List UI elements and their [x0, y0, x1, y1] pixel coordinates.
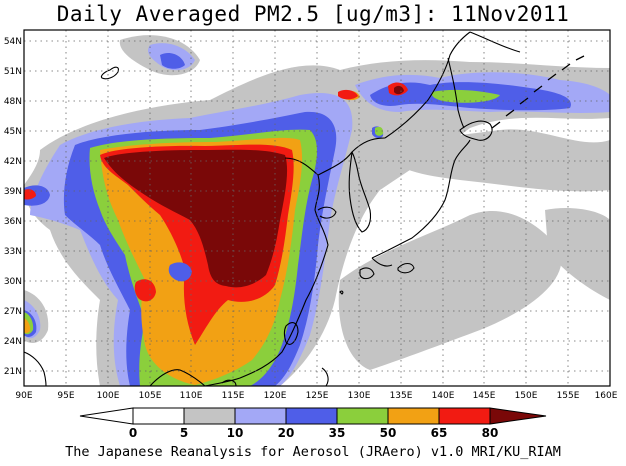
- lat-label: 51N: [4, 67, 22, 77]
- lon-label: 100E: [97, 391, 120, 401]
- lon-label: 90E: [15, 391, 32, 401]
- colorbar-label: 65: [431, 426, 448, 440]
- colorbar-segment: [438, 407, 491, 425]
- lat-label: 45N: [4, 127, 22, 137]
- lat-label: 24N: [4, 337, 22, 347]
- lon-label: 155E: [557, 391, 580, 401]
- colorbar-label: 0: [129, 426, 137, 440]
- colorbar-segment: [336, 407, 389, 425]
- coastlines: [24, 31, 585, 386]
- credit-footer: The Japanese Reanalysis for Aerosol (JRA…: [65, 444, 561, 460]
- lat-label: 27N: [4, 307, 22, 317]
- map-title: Daily Averaged PM2.5 [ug/m3]: 11Nov2011: [56, 2, 570, 26]
- colorbar-label: 5: [180, 426, 188, 440]
- colorbar-label: 50: [380, 426, 397, 440]
- lat-label: 42N: [4, 157, 22, 167]
- colorbar-label: 20: [278, 426, 295, 440]
- lat-label: 48N: [4, 97, 22, 107]
- lon-label: 115E: [222, 391, 245, 401]
- colorbar-segment: [387, 407, 440, 425]
- lon-label: 135E: [390, 391, 413, 401]
- lon-label: 150E: [515, 391, 538, 401]
- longitude-axis: 90E 95E 100E 105E 110E 115E 120E 125E 13…: [15, 391, 617, 401]
- colorbar-segment: [132, 407, 185, 425]
- lon-label: 105E: [139, 391, 162, 401]
- lon-label: 125E: [306, 391, 329, 401]
- colorbar-segment: [285, 407, 338, 425]
- lon-label: 160E: [595, 391, 618, 401]
- low-concentration-pockets: [168, 126, 384, 282]
- colorbar-label: 10: [227, 426, 244, 440]
- lon-label: 140E: [432, 391, 455, 401]
- colorbar: 0 5 10 20 35 50 65 80: [79, 407, 547, 440]
- lon-label: 95E: [57, 391, 74, 401]
- colorbar-max-arrow: [489, 407, 547, 425]
- lat-label: 33N: [4, 247, 22, 257]
- lon-label: 110E: [180, 391, 203, 401]
- map-frame: [23, 29, 611, 387]
- lon-label: 130E: [348, 391, 371, 401]
- lon-label: 120E: [264, 391, 287, 401]
- colorbar-segment: [234, 407, 287, 425]
- colorbar-segment: [183, 407, 236, 425]
- lat-label: 54N: [4, 37, 22, 47]
- lat-label: 21N: [4, 367, 22, 377]
- latitude-axis: 54N 51N 48N 45N 42N 39N 36N 33N 30N 27N …: [4, 37, 22, 377]
- lat-label: 39N: [4, 187, 22, 197]
- colorbar-label: 35: [329, 426, 346, 440]
- lat-label: 36N: [4, 217, 22, 227]
- colorbar-label: 80: [482, 426, 499, 440]
- lon-label: 145E: [473, 391, 496, 401]
- lat-label: 30N: [4, 277, 22, 287]
- colorbar-min-arrow: [79, 407, 134, 425]
